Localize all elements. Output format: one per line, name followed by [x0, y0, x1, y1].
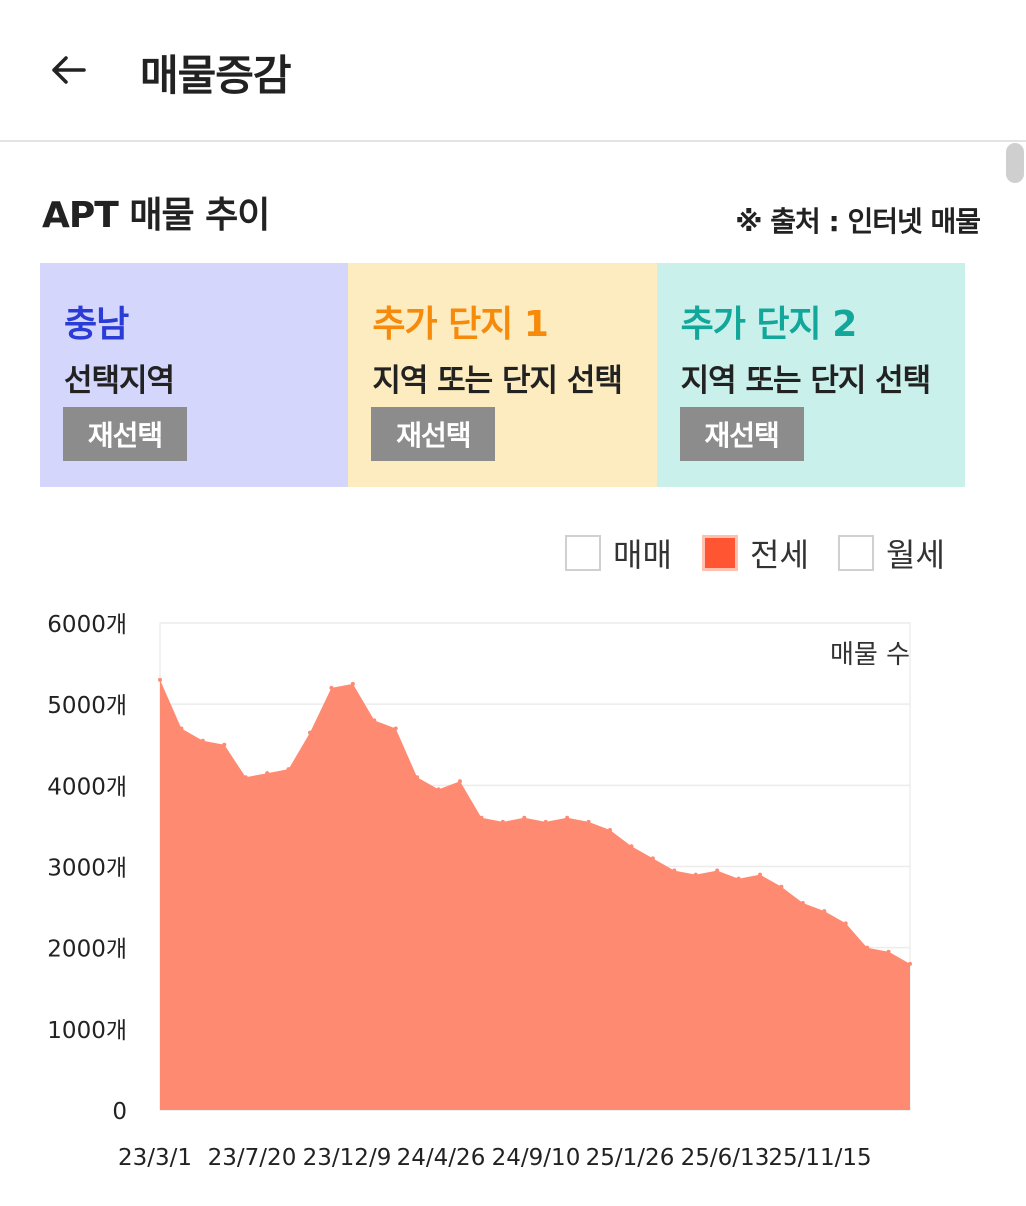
data-point	[243, 775, 248, 780]
data-point	[265, 771, 270, 776]
checkbox-jeonse[interactable]	[702, 535, 738, 571]
y-tick-label: 1000개	[47, 1018, 127, 1044]
legend-label: 전세	[750, 536, 809, 574]
y-tick-label: 3000개	[47, 856, 127, 882]
data-point	[543, 819, 548, 824]
x-tick-label: 23/12/9	[303, 1145, 392, 1171]
y-tick-label: 5000개	[47, 693, 127, 719]
x-tick-label: 25/6/13	[681, 1145, 770, 1171]
data-point	[158, 677, 162, 682]
checkbox-sale[interactable]	[565, 535, 601, 571]
data-point	[179, 726, 184, 731]
region-name: 충남	[64, 304, 129, 345]
data-point	[286, 767, 291, 772]
data-point	[865, 945, 870, 950]
y-tick-label: 6000개	[47, 612, 127, 638]
data-point	[886, 949, 891, 954]
data-point	[565, 815, 570, 820]
x-tick-label: 25/11/15	[768, 1145, 871, 1171]
data-point	[436, 787, 441, 792]
data-point	[672, 868, 677, 873]
legend-label: 매매	[613, 536, 672, 574]
data-point	[822, 909, 827, 914]
data-point	[715, 868, 720, 873]
data-point	[736, 876, 741, 881]
data-point	[415, 775, 420, 780]
data-point	[843, 921, 848, 926]
scrollbar-thumb[interactable]	[1006, 143, 1024, 183]
legend-item-sale[interactable]: 매매	[565, 530, 672, 576]
data-point	[693, 872, 698, 877]
legend-item-jeonse[interactable]: 전세	[702, 530, 809, 576]
region-subtitle: 지역 또는 단지 선택	[680, 363, 932, 399]
app-header: 매물증감	[0, 0, 1026, 142]
region-panel-additional-1: 추가 단지 1 지역 또는 단지 선택 재선택	[348, 263, 657, 487]
region-subtitle: 지역 또는 단지 선택	[372, 363, 623, 399]
region-panel-primary: 충남 선택지역 재선택	[40, 263, 349, 487]
region-name: 추가 단지 2	[680, 304, 858, 345]
y-tick-label: 0	[112, 1099, 127, 1125]
data-point	[758, 872, 762, 877]
y-tick-label: 4000개	[47, 774, 127, 800]
data-point	[800, 901, 805, 906]
region-name: 추가 단지 1	[372, 304, 549, 345]
page-title: 매물증감	[140, 51, 292, 100]
x-tick-label: 25/1/26	[586, 1145, 675, 1171]
source-note: ※ 출처 : 인터넷 매물	[735, 205, 981, 238]
data-point	[393, 726, 398, 731]
data-point	[779, 884, 784, 889]
x-tick-label: 24/4/26	[397, 1145, 486, 1171]
arrow-left-icon[interactable]	[44, 44, 96, 96]
x-tick-label: 23/7/20	[208, 1145, 297, 1171]
data-point	[479, 815, 484, 820]
data-point	[329, 685, 334, 690]
data-point	[200, 738, 205, 743]
reselect-button[interactable]: 재선택	[371, 407, 496, 461]
region-subtitle: 선택지역	[64, 363, 175, 399]
legend-item-monthly[interactable]: 월세	[838, 530, 945, 576]
reselect-button[interactable]: 재선택	[63, 407, 187, 461]
series-annotation: 매물 수	[830, 640, 910, 670]
region-panel-additional-2: 추가 단지 2 지역 또는 단지 선택 재선택	[656, 263, 965, 487]
data-point	[458, 779, 462, 784]
data-point	[372, 718, 377, 723]
section-title: APT 매물 추이	[42, 195, 270, 236]
reselect-button[interactable]: 재선택	[679, 407, 804, 461]
data-point	[350, 681, 355, 686]
data-point	[586, 819, 591, 824]
x-tick-label: 24/9/10	[492, 1145, 581, 1171]
data-point	[308, 730, 312, 735]
data-point	[522, 815, 527, 820]
y-tick-label: 2000개	[47, 937, 127, 963]
legend-label: 월세	[886, 536, 945, 574]
jeonse-area-series	[160, 679, 910, 1110]
x-tick-label: 23/3/1	[118, 1145, 192, 1171]
data-point	[608, 827, 612, 832]
checkbox-monthly[interactable]	[838, 535, 874, 571]
region-panels: 충남 선택지역 재선택 추가 단지 1 지역 또는 단지 선택 재선택 추가 단…	[40, 263, 965, 487]
data-point	[650, 856, 655, 861]
data-point	[500, 819, 505, 824]
data-point	[222, 742, 227, 747]
data-point	[908, 961, 912, 966]
data-point	[629, 844, 634, 849]
